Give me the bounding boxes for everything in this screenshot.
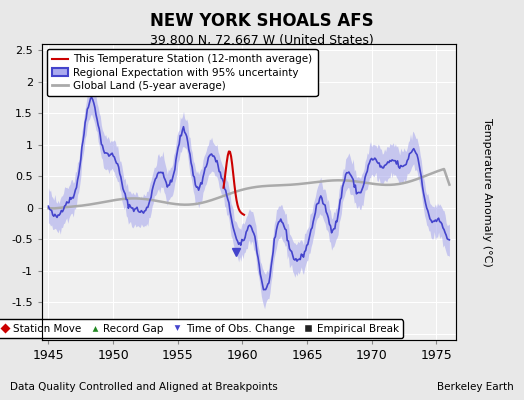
- Y-axis label: Temperature Anomaly (°C): Temperature Anomaly (°C): [482, 118, 492, 266]
- Text: 39.800 N, 72.667 W (United States): 39.800 N, 72.667 W (United States): [150, 34, 374, 47]
- Legend: Station Move, Record Gap, Time of Obs. Change, Empirical Break: Station Move, Record Gap, Time of Obs. C…: [0, 320, 403, 338]
- Text: NEW YORK SHOALS AFS: NEW YORK SHOALS AFS: [150, 12, 374, 30]
- Text: Berkeley Earth: Berkeley Earth: [437, 382, 514, 392]
- Text: Data Quality Controlled and Aligned at Breakpoints: Data Quality Controlled and Aligned at B…: [10, 382, 278, 392]
